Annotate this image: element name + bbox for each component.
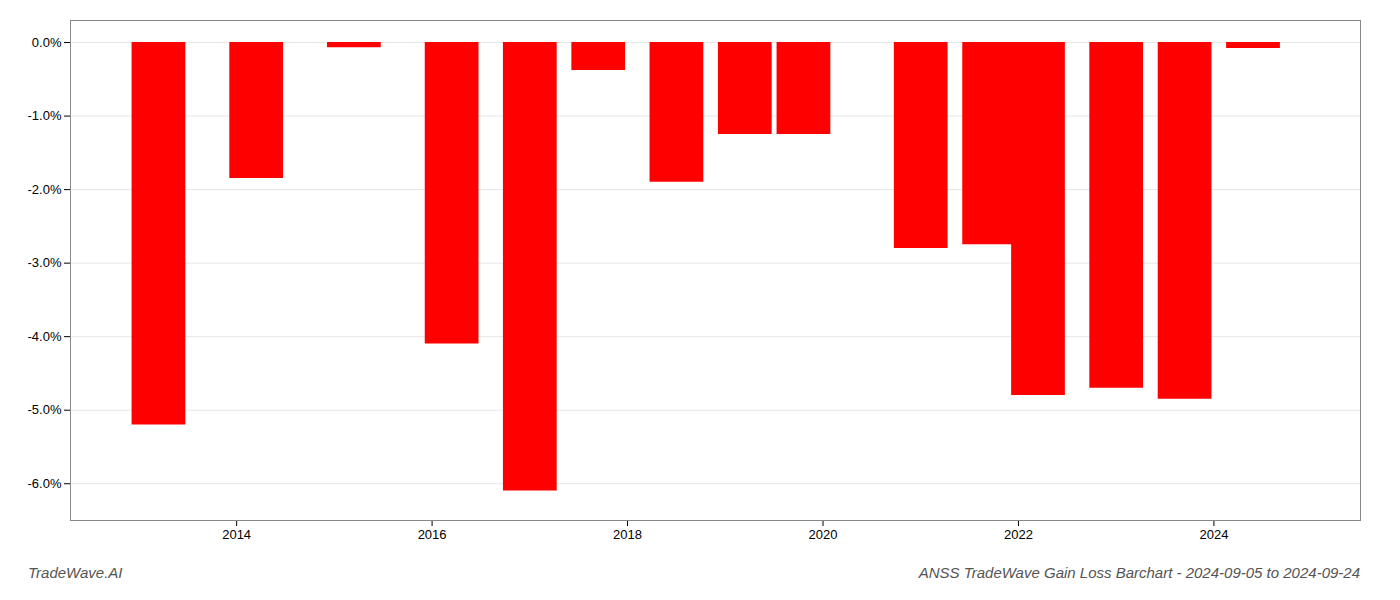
svg-text:2024: 2024 — [1199, 527, 1228, 542]
svg-text:-5.0%: -5.0% — [28, 402, 62, 417]
svg-text:-4.0%: -4.0% — [28, 329, 62, 344]
svg-text:2022: 2022 — [1004, 527, 1033, 542]
svg-text:0.0%: 0.0% — [32, 35, 62, 50]
svg-text:-1.0%: -1.0% — [28, 108, 62, 123]
svg-text:2018: 2018 — [613, 527, 642, 542]
svg-text:-3.0%: -3.0% — [28, 255, 62, 270]
svg-text:-2.0%: -2.0% — [28, 182, 62, 197]
svg-text:-6.0%: -6.0% — [28, 476, 62, 491]
svg-text:2014: 2014 — [222, 527, 251, 542]
svg-text:2020: 2020 — [809, 527, 838, 542]
svg-text:2016: 2016 — [418, 527, 447, 542]
html-text:ANSS TradeWave Gain Loss Barch: ANSS TradeWave Gain Loss Barchart - 2024… — [918, 564, 1360, 581]
html-text:TradeWave.AI: TradeWave.AI — [28, 564, 123, 581]
